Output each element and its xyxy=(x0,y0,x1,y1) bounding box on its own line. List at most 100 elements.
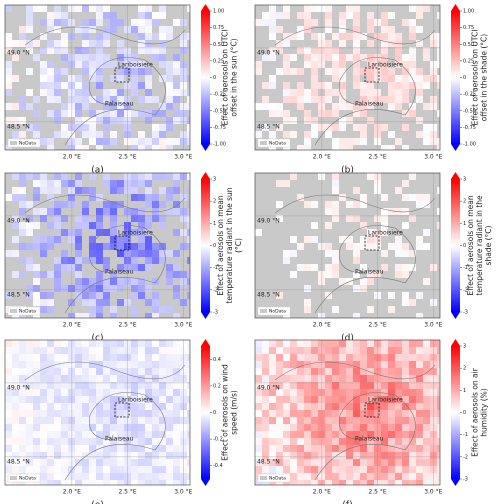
map-cell xyxy=(159,389,166,396)
map-cell xyxy=(416,306,423,313)
map-cell xyxy=(423,236,430,243)
map-cell xyxy=(255,368,262,375)
map-cell xyxy=(381,54,388,61)
map-cell xyxy=(269,82,276,89)
colorbar-label: Effect of aerosols on mean xyxy=(466,195,475,295)
map-cell xyxy=(40,145,47,150)
lariboisiere-box xyxy=(364,402,380,418)
map-cell xyxy=(110,445,117,452)
panel-label: (d) xyxy=(341,334,354,344)
map-cell xyxy=(68,306,75,313)
map-cell xyxy=(388,103,395,110)
map-cell xyxy=(103,236,110,243)
map-cell xyxy=(346,33,353,40)
map-cell xyxy=(332,264,339,271)
map-cell xyxy=(332,438,339,445)
map-cell xyxy=(276,375,283,382)
map-cell xyxy=(388,131,395,138)
map-cell xyxy=(269,313,276,318)
map-cell xyxy=(19,480,26,485)
map-cell xyxy=(297,124,304,131)
map-cell xyxy=(82,89,89,96)
map-cell xyxy=(89,410,96,417)
map-cell xyxy=(40,103,47,110)
map-cell xyxy=(346,361,353,368)
map-cell xyxy=(332,19,339,26)
map-cell xyxy=(89,236,96,243)
map-cell xyxy=(117,431,124,438)
map-cell xyxy=(159,292,166,299)
map-cell xyxy=(346,61,353,68)
map-cell xyxy=(409,347,416,354)
map-cell xyxy=(187,173,190,180)
map-cell xyxy=(395,257,402,264)
legend-swatch xyxy=(260,309,267,313)
map-cell xyxy=(381,299,388,306)
colorbar-label: humidity (%) xyxy=(480,388,489,437)
map-cell xyxy=(47,285,54,292)
map-cell xyxy=(402,306,409,313)
map-cell xyxy=(187,96,190,103)
map-cell xyxy=(5,292,12,299)
place-label: Palaiseau xyxy=(105,436,134,443)
map-cell xyxy=(12,33,19,40)
map-frame xyxy=(4,339,191,486)
map-cell xyxy=(304,306,311,313)
map-cell xyxy=(423,368,430,375)
map-cell xyxy=(437,396,440,403)
colorbar-tick-label: -3 xyxy=(463,310,468,316)
map-cell xyxy=(360,47,367,54)
map-cell xyxy=(187,229,190,236)
map-cell xyxy=(325,375,332,382)
map-cell xyxy=(353,12,360,19)
map-cell xyxy=(5,33,12,40)
map-cell xyxy=(26,89,33,96)
map-cell xyxy=(40,68,47,75)
map-cell xyxy=(68,96,75,103)
map-cell xyxy=(75,194,82,201)
map-cell xyxy=(304,75,311,82)
map-cell xyxy=(173,445,180,452)
map-cell xyxy=(360,243,367,250)
map-cell xyxy=(388,347,395,354)
map-cell xyxy=(145,75,152,82)
legend-box xyxy=(257,306,291,316)
map-cell xyxy=(311,12,318,19)
map-cell xyxy=(423,5,430,12)
map-cell xyxy=(332,389,339,396)
map-cell xyxy=(145,26,152,33)
map-cell xyxy=(159,250,166,257)
map-cell xyxy=(395,131,402,138)
map-cell xyxy=(82,117,89,124)
map-cell xyxy=(269,33,276,40)
map-cell xyxy=(89,68,96,75)
map-cell xyxy=(159,117,166,124)
map-cell xyxy=(96,103,103,110)
map-cell xyxy=(33,89,40,96)
map-cell xyxy=(166,410,173,417)
map-cell xyxy=(12,382,19,389)
map-cell xyxy=(131,313,138,318)
map-cell xyxy=(40,473,47,480)
map-cell xyxy=(138,452,145,459)
colorbar-extend xyxy=(201,4,210,11)
map-cell xyxy=(159,110,166,117)
map-cell xyxy=(318,445,325,452)
map-cell xyxy=(47,347,54,354)
map-cell xyxy=(339,208,346,215)
map-cell xyxy=(353,229,360,236)
map-cell xyxy=(159,375,166,382)
map-cell xyxy=(332,368,339,375)
map-cell xyxy=(131,347,138,354)
map-cell xyxy=(5,264,12,271)
map-cell xyxy=(138,173,145,180)
map-cell xyxy=(103,271,110,278)
map-cell xyxy=(311,89,318,96)
map-cell xyxy=(12,278,19,285)
map-cell xyxy=(40,431,47,438)
map-cell xyxy=(40,285,47,292)
map-cell xyxy=(276,431,283,438)
map-cell xyxy=(166,445,173,452)
map-cell xyxy=(187,396,190,403)
map-cell xyxy=(5,278,12,285)
